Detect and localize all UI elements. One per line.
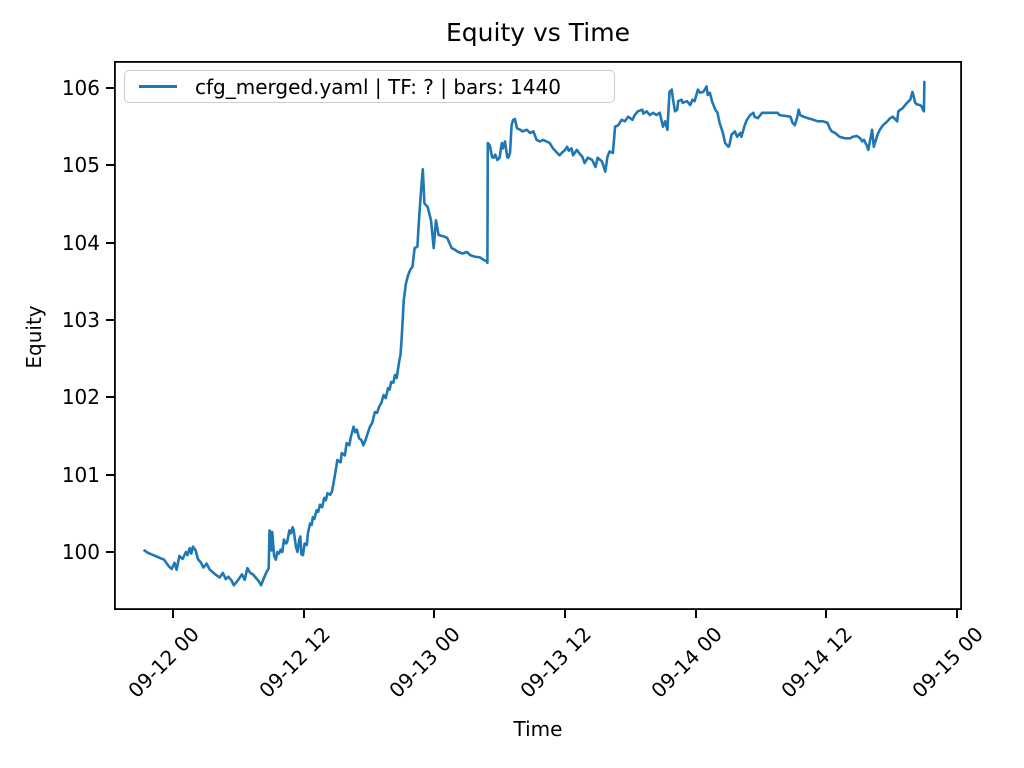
chart-title: Equity vs Time	[446, 18, 630, 47]
y-tick-mark	[106, 396, 114, 399]
y-tick-mark	[106, 87, 114, 90]
x-tick-label: 09-13 00	[384, 622, 466, 703]
y-tick-label: 101	[61, 462, 100, 487]
y-tick-label: 105	[61, 153, 100, 178]
legend: cfg_merged.yaml | TF: ? | bars: 1440	[124, 70, 615, 103]
y-tick-label: 100	[61, 540, 100, 564]
axes-spines	[113, 60, 963, 611]
x-tick-label: 09-14 12	[776, 622, 858, 703]
y-tick-mark	[106, 241, 114, 244]
x-tick-label: 09-15 00	[907, 622, 989, 703]
x-tick-label: 09-13 12	[515, 622, 596, 703]
y-tick-label: 104	[61, 230, 100, 255]
legend-label: cfg_merged.yaml | TF: ? | bars: 1440	[195, 74, 561, 99]
y-tick-mark	[106, 319, 114, 322]
y-tick-mark	[106, 164, 114, 167]
y-tick-label: 106	[61, 76, 100, 101]
x-tick-label: 09-12 12	[253, 622, 335, 703]
y-tick-mark	[106, 473, 114, 476]
legend-line-sample-icon	[139, 85, 177, 88]
x-tick-mark	[563, 610, 566, 618]
x-tick-label: 09-12 00	[123, 622, 204, 703]
x-tick-mark	[171, 610, 174, 618]
y-tick-mark	[106, 551, 114, 553]
x-tick-mark	[694, 610, 697, 618]
x-axis-label: Time	[513, 717, 563, 741]
x-tick-mark	[825, 610, 828, 618]
plot-area: cfg_merged.yaml | TF: ? | bars: 1440	[113, 60, 963, 611]
x-tick-label: 09-14 00	[646, 622, 727, 703]
x-tick-mark	[302, 610, 305, 618]
y-tick-label: 102	[61, 385, 100, 410]
y-axis-label: Equity	[22, 305, 46, 369]
x-tick-mark	[956, 610, 959, 618]
y-tick-label: 103	[61, 308, 100, 333]
x-tick-mark	[433, 610, 436, 618]
equity-curve-line	[143, 80, 926, 587]
chart-canvas	[113, 60, 963, 611]
